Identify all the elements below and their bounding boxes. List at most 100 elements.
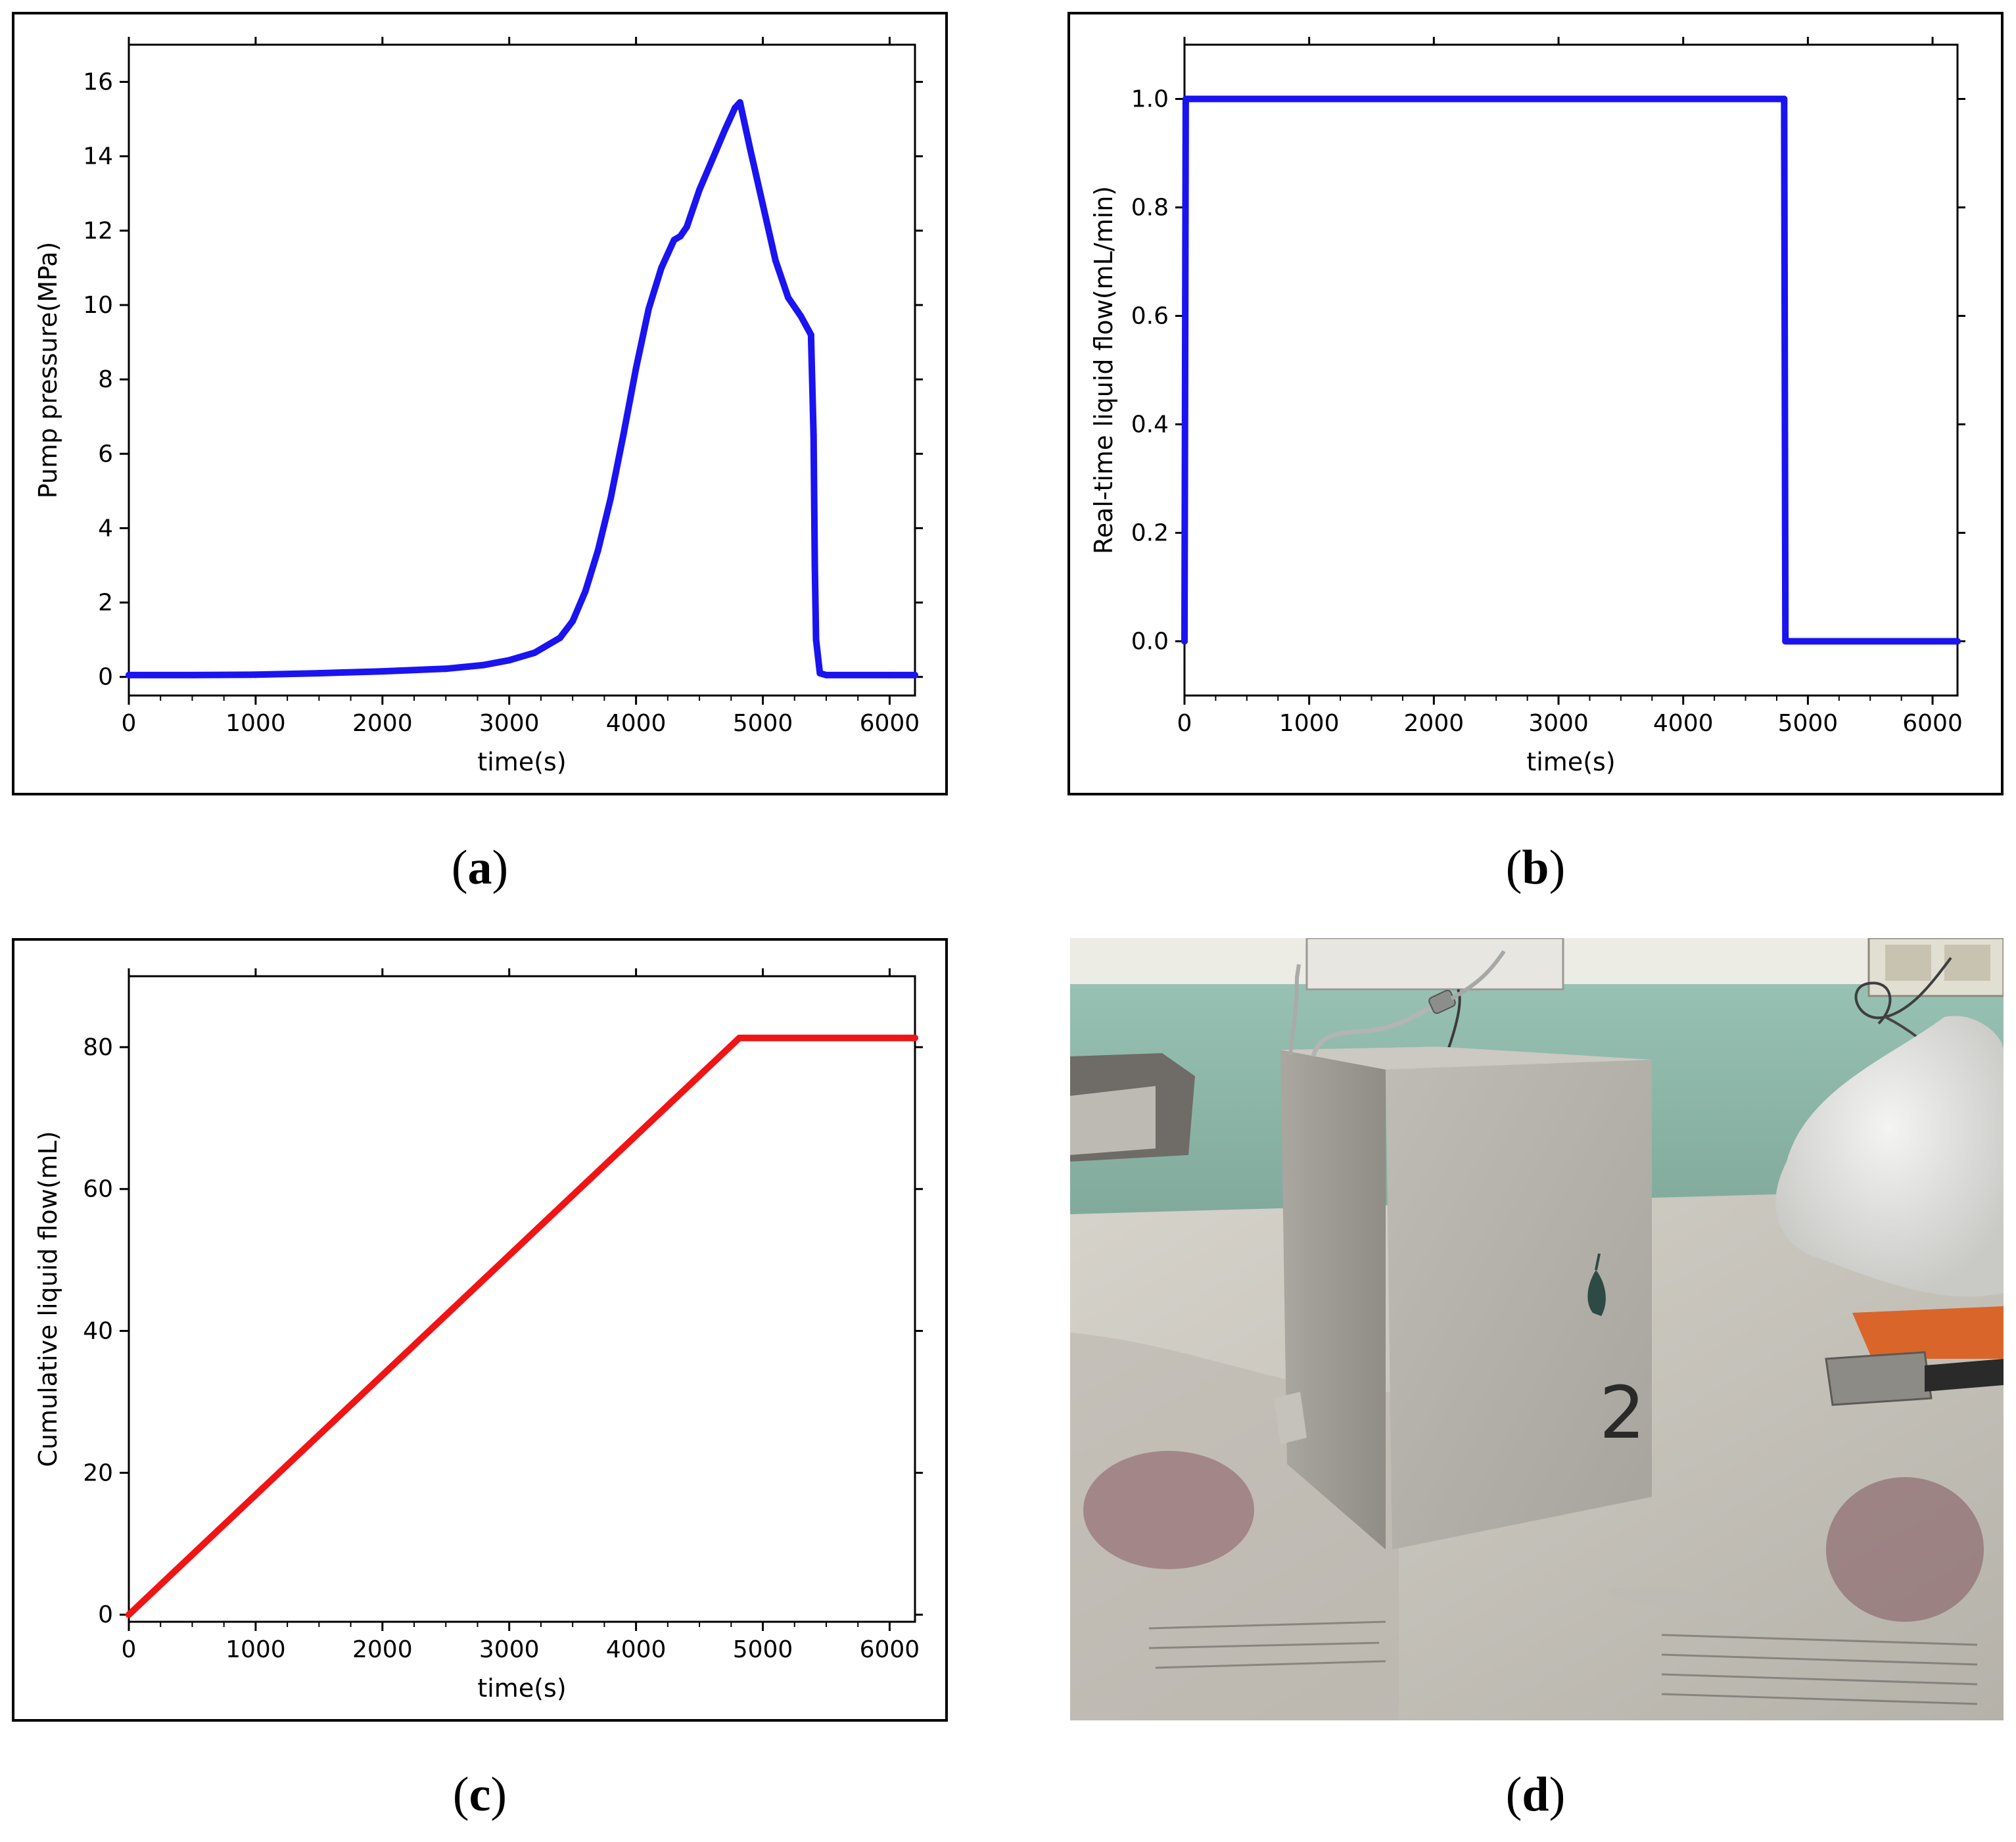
data-point [721, 127, 728, 134]
chart-c: 0 1000 2000 3000 4000 5000 6000 0 20 40 60 80 time(s… [34, 968, 923, 1703]
chart-b: 0 1000 2000 3000 4000 5000 6000 0.0 0.2 0.4 0.6 0.8… [1089, 37, 1965, 776]
x-tick-label: 5000 [733, 710, 793, 737]
data-point [1954, 638, 1961, 645]
socket-face [1944, 945, 1990, 981]
data-point [645, 305, 652, 312]
data-point [126, 1611, 132, 1618]
concrete-block-top [1280, 1047, 1652, 1070]
y-axis-label: Cumulative liquid flow(mL) [34, 1131, 62, 1467]
x-tick-label: 2000 [1404, 710, 1465, 737]
x-tick-label: 3000 [479, 710, 540, 737]
series-line [126, 1034, 918, 1618]
data-point [569, 617, 576, 625]
junction-box [1305, 938, 1564, 991]
data-point [677, 233, 684, 240]
x-tick-label: 4000 [1653, 710, 1714, 737]
x-tick-label: 2000 [352, 710, 413, 737]
panel-b-frame [1067, 12, 2004, 795]
concrete-block-front [1386, 1060, 1652, 1549]
data-point [1182, 95, 1189, 103]
y-tick-label: 40 [83, 1318, 113, 1345]
data-point [632, 365, 640, 372]
data-point [683, 224, 690, 231]
data-point [252, 671, 259, 678]
data-point [1782, 638, 1789, 645]
socket-face [1885, 945, 1931, 981]
newspaper-text-lines [1148, 1620, 1978, 1705]
x-tick-label: 5000 [733, 1636, 793, 1663]
newspaper-photo [1826, 1477, 1984, 1622]
data-point [1781, 95, 1788, 103]
y-tick-label: 1.0 [1131, 86, 1169, 113]
block-marking [1595, 1253, 1601, 1271]
specimen-photo-illustration: 2 [1070, 938, 2004, 1720]
x-axis-label: time(s) [477, 747, 566, 776]
metal-fitting [1825, 1351, 1933, 1406]
data-point [811, 562, 818, 569]
x-tick-label: 0 [122, 1636, 137, 1663]
plot-area-frame [128, 975, 916, 1623]
plot-area-frame [128, 43, 916, 697]
y-tick-label: 8 [98, 366, 113, 393]
tool-handle [1925, 1359, 2004, 1392]
panel-label-b: (b) [1505, 841, 1566, 895]
injection-pipe [1311, 1001, 1440, 1058]
data-point [696, 186, 703, 193]
data-point [442, 665, 450, 673]
data-point [772, 257, 779, 264]
concrete-fragment [1609, 1587, 1747, 1615]
data-point [531, 649, 538, 656]
data-point [912, 1034, 918, 1041]
data-point [807, 331, 814, 339]
x-tick-label: 4000 [606, 1636, 667, 1663]
y-tick-label: 20 [83, 1459, 113, 1486]
data-point [759, 201, 766, 208]
data-point [1181, 638, 1188, 645]
data-point [556, 634, 563, 642]
data-point [607, 495, 615, 502]
series-line [1181, 95, 1961, 645]
y-tick-label: 0.0 [1131, 628, 1169, 655]
panel-label-a: (a) [451, 841, 509, 895]
paper-stack [1070, 1086, 1156, 1155]
y-tick-label: 4 [98, 515, 113, 542]
data-point [126, 671, 132, 678]
x-tick-label: 6000 [860, 710, 920, 737]
plastic-bag [1775, 1016, 2004, 1297]
x-tick-label: 0 [122, 710, 137, 737]
y-tick-label: 0.4 [1131, 412, 1169, 438]
panel-label-c: (c) [452, 1768, 507, 1822]
data-point [736, 99, 743, 106]
y-tick-label: 6 [98, 440, 113, 467]
data-point [816, 670, 824, 677]
data-point [481, 661, 488, 669]
x-tick-label: 5000 [1778, 710, 1839, 737]
data-point [747, 145, 754, 153]
x-tick-label: 3000 [1528, 710, 1589, 737]
block-number: 2 [1599, 1371, 1645, 1455]
y-tick-label: 2 [98, 590, 113, 617]
data-point [658, 264, 665, 272]
data-point [912, 671, 918, 678]
specimen-photo: 2 [1070, 938, 2004, 1720]
concrete-block-side [1280, 1050, 1386, 1549]
data-point [810, 432, 817, 438]
data-point [785, 294, 792, 301]
data-point [582, 588, 589, 595]
data-point [797, 312, 805, 319]
y-tick-label: 16 [83, 69, 113, 96]
data-point [594, 547, 601, 554]
panel-label-d: (d) [1505, 1768, 1566, 1822]
y-tick-label: 0.6 [1131, 303, 1169, 330]
plot-area-frame [1183, 43, 1959, 697]
data-point [620, 432, 627, 438]
x-axis-label: time(s) [477, 1674, 566, 1703]
concrete-fragment [1274, 1392, 1307, 1444]
data-point [316, 670, 323, 677]
x-tick-label: 1000 [225, 710, 286, 737]
block-marking [1587, 1270, 1606, 1316]
data-point [189, 671, 196, 678]
x-tick-label: 0 [1177, 710, 1192, 737]
x-tick-label: 6000 [1902, 710, 1963, 737]
data-point [736, 1034, 743, 1041]
